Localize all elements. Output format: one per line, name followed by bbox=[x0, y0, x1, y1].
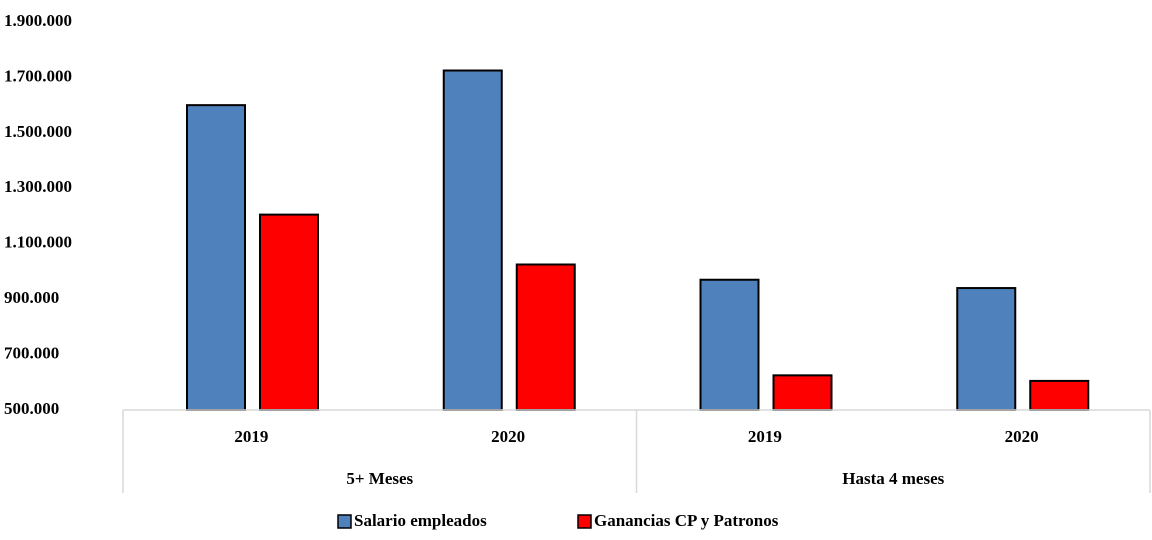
bar bbox=[515, 263, 576, 411]
x-tick-label: 2020 bbox=[491, 427, 525, 446]
y-tick-label: 700.000 bbox=[4, 343, 59, 362]
y-tick-label: 1.300.000 bbox=[4, 177, 72, 196]
y-tick-label: 1.500.000 bbox=[4, 122, 72, 141]
x-tick-label: 2019 bbox=[748, 427, 782, 446]
legend-label: Salario empleados bbox=[354, 511, 487, 530]
legend-swatch bbox=[337, 514, 352, 529]
group-label: Hasta 4 meses bbox=[842, 469, 944, 488]
y-tick-label: 1.900.000 bbox=[4, 11, 72, 30]
bar bbox=[259, 213, 319, 411]
bar bbox=[956, 287, 1017, 411]
y-tick-label: 500.000 bbox=[4, 399, 59, 418]
bar bbox=[699, 278, 760, 411]
x-tick-label: 2019 bbox=[234, 427, 268, 446]
x-tick-label: 2020 bbox=[1005, 427, 1039, 446]
bar bbox=[772, 374, 833, 412]
y-tick-label: 1.100.000 bbox=[4, 233, 72, 252]
group-label: 5+ Meses bbox=[346, 469, 413, 488]
bar bbox=[1029, 379, 1090, 411]
bar bbox=[442, 69, 503, 411]
y-tick-label: 900.000 bbox=[4, 288, 59, 307]
y-tick-label: 1.700.000 bbox=[4, 66, 72, 85]
legend-label: Ganancias CP y Patronos bbox=[594, 511, 779, 530]
bar bbox=[186, 104, 246, 412]
legend-swatch bbox=[577, 514, 592, 529]
